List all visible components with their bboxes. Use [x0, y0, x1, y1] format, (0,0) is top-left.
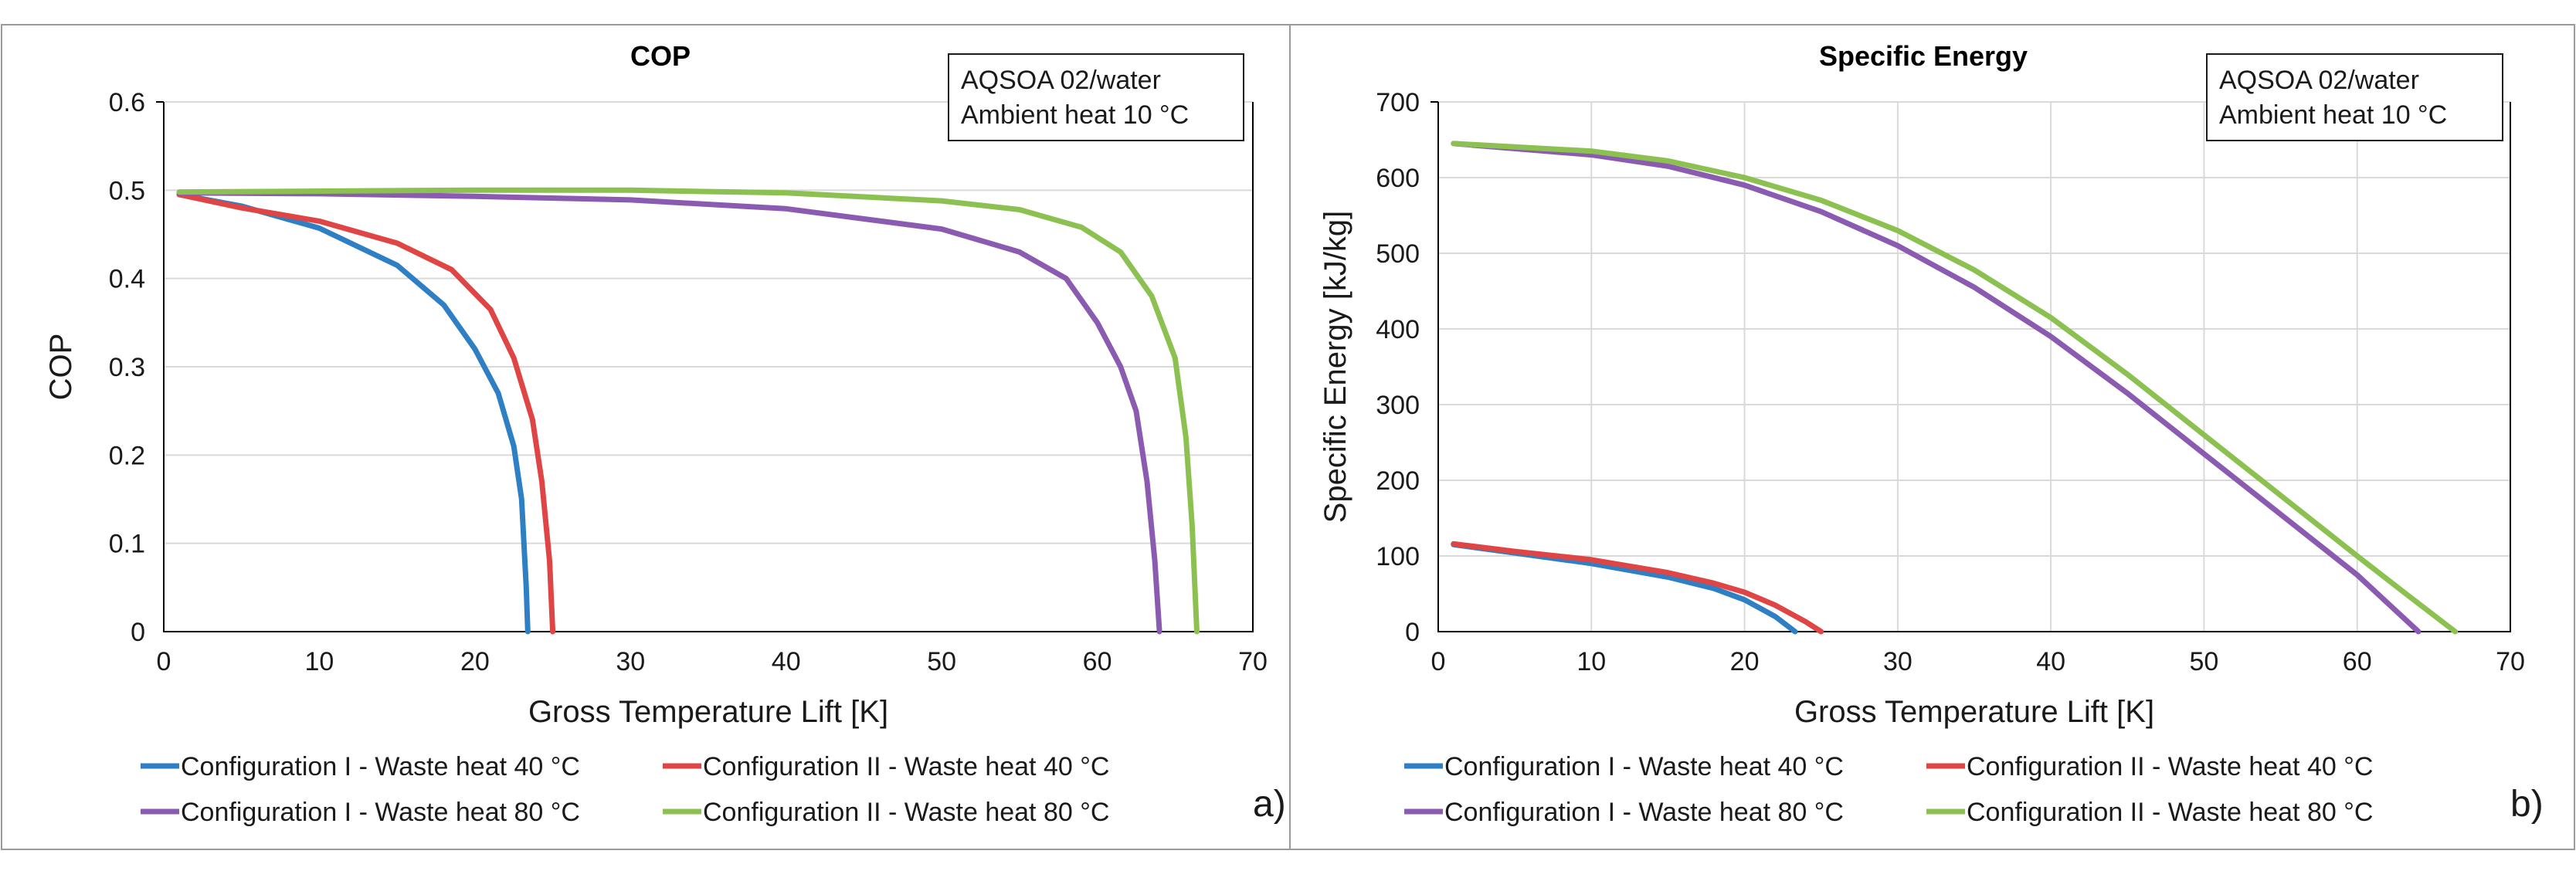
- x-tick-label: 50: [2190, 647, 2219, 676]
- y-axis-title: Specific Energy [kJ/kg]: [1319, 211, 1352, 524]
- y-tick-label: 0: [131, 618, 145, 647]
- series-line-3: [1451, 141, 2422, 635]
- panel-label: b): [2510, 784, 2544, 825]
- y-tick-label: 0.4: [109, 265, 145, 294]
- panel-label: a): [1253, 784, 1286, 825]
- x-tick-label: 0: [1431, 647, 1446, 676]
- x-tick-label: 70: [2496, 647, 2525, 676]
- y-tick-label: 200: [1376, 466, 1420, 496]
- legend-label-3: Configuration I - Waste heat 80 °C: [181, 798, 580, 827]
- y-tick-label: 0.5: [109, 176, 145, 205]
- x-axis-title: Gross Temperature Lift [K]: [1794, 695, 2154, 729]
- legend-label-1: Configuration I - Waste heat 40 °C: [1444, 752, 1844, 781]
- annotation-box: [948, 53, 1244, 141]
- series-line-2: [176, 191, 556, 635]
- y-tick-label: 0.1: [109, 530, 145, 559]
- x-tick-label: 30: [616, 647, 645, 676]
- axes-frame: [1437, 102, 2511, 632]
- x-tick-label: 60: [2343, 647, 2372, 676]
- annotation-text: Ambient heat 10 °C: [2219, 100, 2447, 130]
- series-line-1: [176, 191, 531, 635]
- x-tick-label: 20: [460, 647, 490, 676]
- x-tick-label: 10: [1576, 647, 1606, 676]
- axes-frame: [163, 102, 1254, 632]
- annotation-text: AQSOA 02/water: [961, 66, 1161, 95]
- x-tick-label: 70: [1238, 647, 1268, 676]
- legend-label-4: Configuration II - Waste heat 80 °C: [1967, 798, 2373, 827]
- x-axis-title: Gross Temperature Lift [K]: [528, 695, 888, 729]
- x-tick-label: 20: [1730, 647, 1760, 676]
- x-tick-label: 0: [157, 647, 171, 676]
- y-tick-label: 0.6: [109, 88, 145, 117]
- panel-border: [1289, 24, 2575, 850]
- y-axis-title: COP: [44, 334, 78, 401]
- legend-label-2: Configuration II - Waste heat 40 °C: [703, 752, 1109, 781]
- x-tick-label: 30: [1883, 647, 1912, 676]
- chart-title: Specific Energy: [1819, 40, 2028, 72]
- y-tick-label: 100: [1376, 542, 1420, 571]
- legend-label-3: Configuration I - Waste heat 80 °C: [1444, 798, 1844, 827]
- annotation-text: Ambient heat 10 °C: [961, 100, 1189, 130]
- series-line-4: [1451, 141, 2459, 635]
- x-tick-label: 60: [1083, 647, 1112, 676]
- y-tick-label: 600: [1376, 164, 1420, 193]
- series-line-4: [176, 187, 1200, 635]
- y-tick-label: 500: [1376, 239, 1420, 269]
- annotation-box: [2206, 53, 2503, 141]
- x-tick-label: 50: [927, 647, 956, 676]
- x-tick-label: 40: [772, 647, 801, 676]
- panel-cop: 0 0.1 0.2 0.3 0.4 0.5 0.6 0 10 20 30 40 50 60 70 COP AQS…: [1, 24, 1291, 850]
- legend-label-4: Configuration II - Waste heat 80 °C: [703, 798, 1109, 827]
- chart-title: COP: [630, 40, 691, 72]
- y-tick-label: 0: [1405, 618, 1420, 647]
- y-tick-label: 300: [1376, 391, 1420, 420]
- y-tick-label: 700: [1376, 88, 1420, 117]
- annotation-text: AQSOA 02/water: [2219, 66, 2419, 95]
- y-tick-label: 0.2: [109, 441, 145, 470]
- legend-label-1: Configuration I - Waste heat 40 °C: [181, 752, 580, 781]
- series-line-2: [1451, 541, 1824, 635]
- x-tick-label: 40: [2036, 647, 2065, 676]
- y-tick-label: 0.3: [109, 353, 145, 382]
- legend-label-2: Configuration II - Waste heat 40 °C: [1967, 752, 2373, 781]
- series-line-3: [176, 190, 1162, 635]
- x-tick-label: 10: [305, 647, 334, 676]
- y-tick-label: 400: [1376, 315, 1420, 344]
- panel-specific-energy: 0 100 200 300 400 500 600 700 0 10 20 30 40 50 60 70 Spe…: [1289, 24, 2575, 850]
